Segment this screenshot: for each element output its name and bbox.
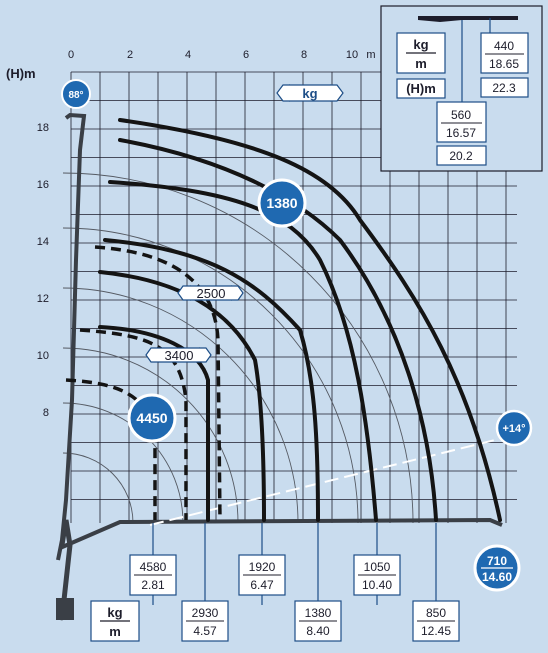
- y-tick-16: 16: [37, 179, 49, 191]
- legend-lower-kg: 560: [451, 108, 471, 122]
- x-tick-10: 10: [346, 49, 358, 61]
- svg-text:4.57: 4.57: [193, 624, 217, 638]
- legend-upper-kg: 440: [494, 39, 514, 53]
- min-angle-line: [149, 439, 496, 526]
- load-curves: [65, 118, 502, 522]
- svg-text:4580: 4580: [140, 560, 167, 574]
- svg-text:1380: 1380: [305, 606, 332, 620]
- svg-text:12.45: 12.45: [421, 624, 451, 638]
- y-tick-18: 18: [37, 122, 49, 134]
- reach-ring: [62, 227, 359, 524]
- load-curve: [108, 180, 378, 522]
- svg-text:1050: 1050: [364, 560, 391, 574]
- crane-base: [56, 598, 74, 620]
- svg-text:2.81: 2.81: [141, 578, 165, 592]
- legend-m: m: [415, 56, 427, 71]
- x-tick-6: 6: [243, 49, 249, 61]
- x-unit: m: [366, 49, 375, 61]
- load-curve: [118, 138, 438, 522]
- svg-text:10.40: 10.40: [362, 578, 392, 592]
- kg-center-label: kg: [276, 84, 344, 102]
- legend-kg: kg: [413, 37, 428, 52]
- y-tick-10: 10: [37, 350, 49, 362]
- value-box-4: 1380 8.40: [294, 600, 342, 642]
- x-tick-2: 2: [127, 49, 133, 61]
- svg-text:14.60: 14.60: [482, 570, 512, 584]
- svg-text:710: 710: [487, 554, 507, 568]
- x-tick-4: 4: [185, 49, 191, 61]
- badge-load-4450: 4450: [127, 393, 177, 443]
- x-tick-0: 0: [68, 49, 74, 61]
- reach-ring: [62, 287, 299, 524]
- badge-max-angle: 88°: [61, 79, 91, 109]
- badge-load-1380: 1380: [257, 178, 307, 228]
- bubble-label-2500: 2500: [177, 285, 244, 301]
- svg-text:m: m: [109, 624, 121, 639]
- svg-text:1920: 1920: [249, 560, 276, 574]
- svg-text:8.40: 8.40: [306, 624, 330, 638]
- svg-text:2500: 2500: [197, 286, 226, 301]
- badge-tip: 710 14.60: [473, 544, 521, 592]
- value-box-1: 4580 2.81: [129, 554, 177, 596]
- value-box-5: 1050 10.40: [353, 554, 401, 596]
- svg-text:6.47: 6.47: [250, 578, 274, 592]
- svg-text:2930: 2930: [192, 606, 219, 620]
- reach-ring: [62, 452, 134, 524]
- load-curve-dashed: [94, 245, 222, 521]
- svg-text:kg: kg: [107, 605, 122, 620]
- y-axis-title: (H)m: [6, 66, 36, 81]
- load-curve: [103, 238, 320, 522]
- boom-horizontal: [59, 517, 503, 550]
- legend-lower-m: 16.57: [446, 126, 476, 140]
- value-box-2: 2930 4.57: [181, 600, 229, 642]
- reach-ring: [62, 172, 414, 524]
- svg-text:3400: 3400: [165, 348, 194, 363]
- load-curve: [98, 270, 266, 522]
- legend-h: (H)m: [406, 81, 436, 96]
- crane-boom: [56, 112, 503, 621]
- svg-text:1380: 1380: [266, 195, 297, 211]
- svg-text:kg: kg: [302, 86, 317, 101]
- svg-text:4450: 4450: [136, 410, 167, 426]
- angle-rings: [62, 172, 414, 524]
- bubble-label-3400: 3400: [145, 347, 212, 363]
- legend-box: kg m (H)m 440 18.65 22.3 560 16.57 20.2: [380, 5, 543, 172]
- svg-text:850: 850: [426, 606, 446, 620]
- value-box-3: 1920 6.47: [238, 554, 286, 596]
- legend-upper-h: 22.3: [492, 81, 516, 95]
- y-tick-14: 14: [37, 236, 49, 248]
- y-tick-8: 8: [43, 407, 49, 419]
- y-tick-12: 12: [37, 293, 49, 305]
- badge-min-angle: +14°: [495, 409, 533, 447]
- load-curve: [118, 118, 502, 522]
- svg-text:88°: 88°: [68, 90, 83, 101]
- legend-lower-h: 20.2: [449, 149, 473, 163]
- svg-text:+14°: +14°: [502, 423, 525, 435]
- bottom-legend: kg m: [90, 600, 140, 642]
- reach-ring: [62, 347, 239, 524]
- legend-upper-m: 18.65: [489, 57, 519, 71]
- x-tick-8: 8: [301, 49, 307, 61]
- load-curve: [98, 325, 210, 522]
- value-box-6: 850 12.45: [412, 600, 460, 642]
